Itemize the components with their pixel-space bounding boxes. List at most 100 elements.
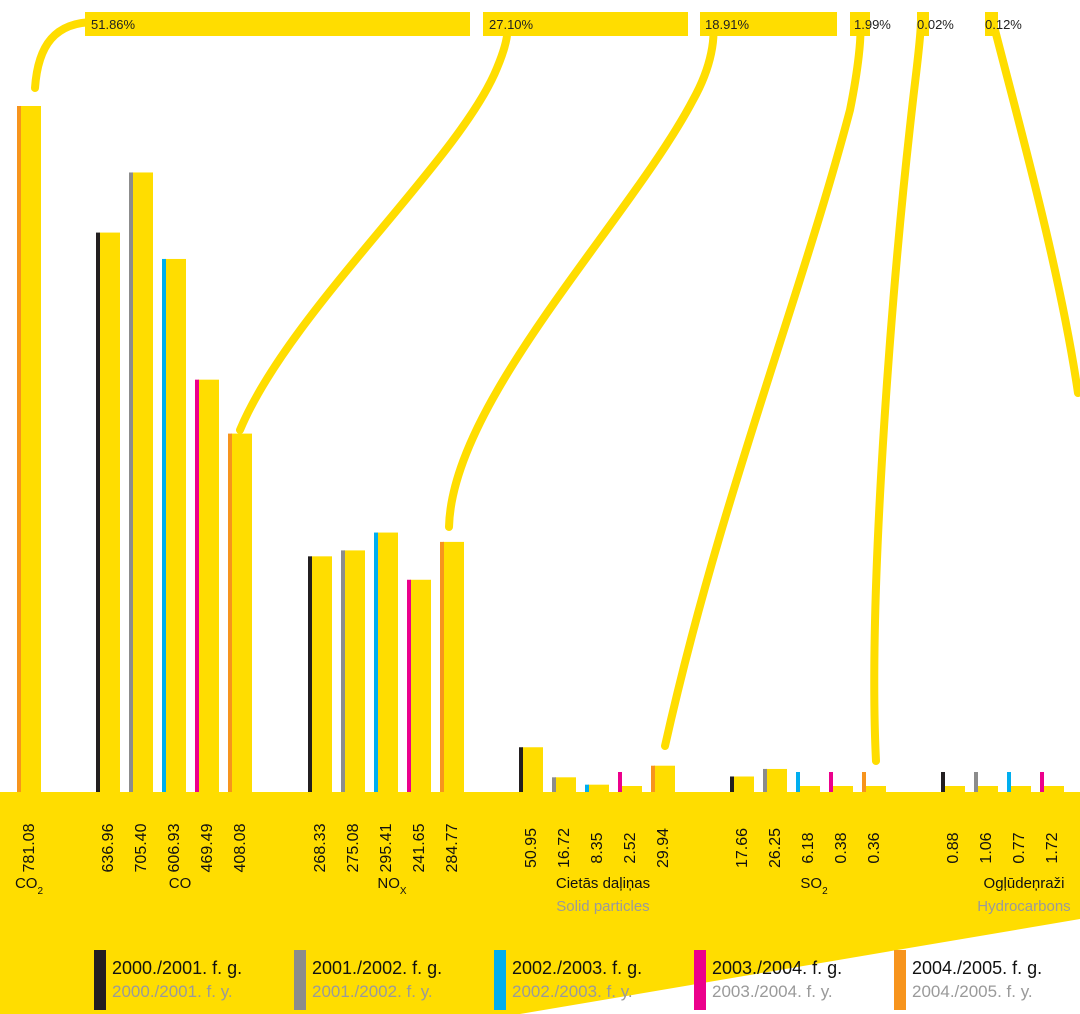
share-label: 0.02% (917, 17, 954, 32)
value-label: 6.18 (800, 832, 817, 863)
share-bar (483, 12, 688, 36)
bar (555, 777, 576, 792)
bar (198, 379, 219, 792)
value-band (0, 792, 1080, 1014)
bar-stripe (974, 772, 978, 792)
share-connector (991, 26, 1080, 397)
bar (231, 433, 252, 792)
bar-stripe (407, 579, 411, 792)
legend-swatch (894, 950, 906, 1010)
legend-swatch (694, 950, 706, 1010)
value-labels: 781.08 636.96 705.40 606.93 469.49 408.08 268.… (21, 823, 1061, 872)
bar-stripe (129, 172, 133, 793)
bar-stripe (1040, 772, 1044, 792)
legend-sublabel: 2000./2001. f. y. (112, 982, 233, 1001)
bar (588, 784, 609, 792)
bar-stripe (585, 784, 589, 792)
bars (17, 106, 1064, 793)
share-connector (236, 16, 512, 434)
bar-stripe (195, 379, 199, 792)
group-label: Cietās daļiņas (556, 875, 650, 892)
bar (132, 172, 153, 793)
bar (766, 768, 787, 792)
share-bars: 51.86% 27.10% 18.91% 1.99% 0.02% 0.12% (85, 12, 1022, 36)
share-label: 27.10% (489, 17, 534, 32)
legend-label: 2001./2002. f. g. (312, 958, 442, 978)
value-label: 0.38 (833, 832, 850, 863)
share-bar (85, 12, 470, 36)
share-bar (700, 12, 837, 36)
bar-stripe (96, 232, 100, 793)
legend-sublabel: 2004./2005. f. y. (912, 982, 1033, 1001)
value-label: 2.52 (622, 832, 639, 863)
bar-stripe (941, 772, 945, 792)
group-label: Ogļūdeņraži (984, 875, 1065, 892)
value-label: 0.88 (945, 832, 962, 863)
group-label: CO (169, 875, 192, 892)
value-label: 606.93 (166, 823, 183, 872)
bar-stripe (552, 777, 556, 792)
share-bar (917, 12, 929, 36)
bar (377, 532, 398, 792)
value-label: 705.40 (133, 823, 150, 872)
share-label: 1.99% (854, 17, 891, 32)
value-label: 284.77 (444, 823, 461, 872)
bar (621, 786, 642, 792)
bar-stripe (341, 550, 345, 792)
group-labels: CO2 CO NOX Cietās daļiņas Solid particles SO2… (15, 875, 1071, 915)
share-label: 18.91% (705, 17, 750, 32)
value-label: 16.72 (556, 828, 573, 868)
bar (944, 786, 965, 792)
bar-stripe (17, 106, 21, 792)
bar-stripe (162, 258, 166, 792)
bar (410, 579, 431, 792)
value-label: 408.08 (232, 823, 249, 872)
value-label: 26.25 (767, 828, 784, 868)
bar-stripe (763, 768, 767, 792)
legend-label: 2003./2004. f. g. (712, 958, 842, 978)
legend-swatch (94, 950, 106, 1010)
legend: 2000./2001. f. g. 2000./2001. f. y. 2001./… (94, 950, 1042, 1010)
share-connector (445, 16, 718, 531)
value-label: 295.41 (378, 823, 395, 872)
bar (99, 232, 120, 793)
bar-stripe (374, 532, 378, 792)
group-label: SO2 (800, 875, 828, 897)
legend-label: 2004./2005. f. g. (912, 958, 1042, 978)
group-label: CO2 (15, 875, 44, 897)
group-sublabel: Hydrocarbons (977, 898, 1070, 915)
value-label: 0.77 (1011, 832, 1028, 863)
value-label: 17.66 (734, 828, 751, 868)
bar-stripe (228, 433, 232, 792)
bar (20, 106, 41, 792)
value-label: 8.35 (589, 832, 606, 863)
bar-stripe (796, 772, 800, 792)
group-label: NOX (377, 875, 407, 897)
bar (311, 556, 332, 792)
legend-sublabel: 2001./2002. f. y. (312, 982, 433, 1001)
bar (165, 258, 186, 792)
bar (654, 765, 675, 792)
share-bar (850, 12, 870, 36)
share-label: 0.12% (985, 17, 1022, 32)
group-sublabel: Solid particles (556, 898, 649, 915)
bar (522, 747, 543, 792)
share-connector (870, 16, 925, 765)
value-label: 241.65 (411, 823, 428, 872)
bar-stripe (829, 772, 833, 792)
bar-stripe (308, 556, 312, 792)
bar (1043, 786, 1064, 792)
bar (1010, 786, 1031, 792)
bar (799, 786, 820, 792)
bar (832, 786, 853, 792)
bar-stripe (651, 765, 655, 792)
value-label: 781.08 (21, 823, 38, 872)
bar (977, 786, 998, 792)
bar-stripe (519, 747, 523, 792)
bar (344, 550, 365, 792)
bar (733, 776, 754, 792)
share-connector (661, 16, 865, 750)
legend-swatch (294, 950, 306, 1010)
value-label: 1.06 (978, 832, 995, 863)
